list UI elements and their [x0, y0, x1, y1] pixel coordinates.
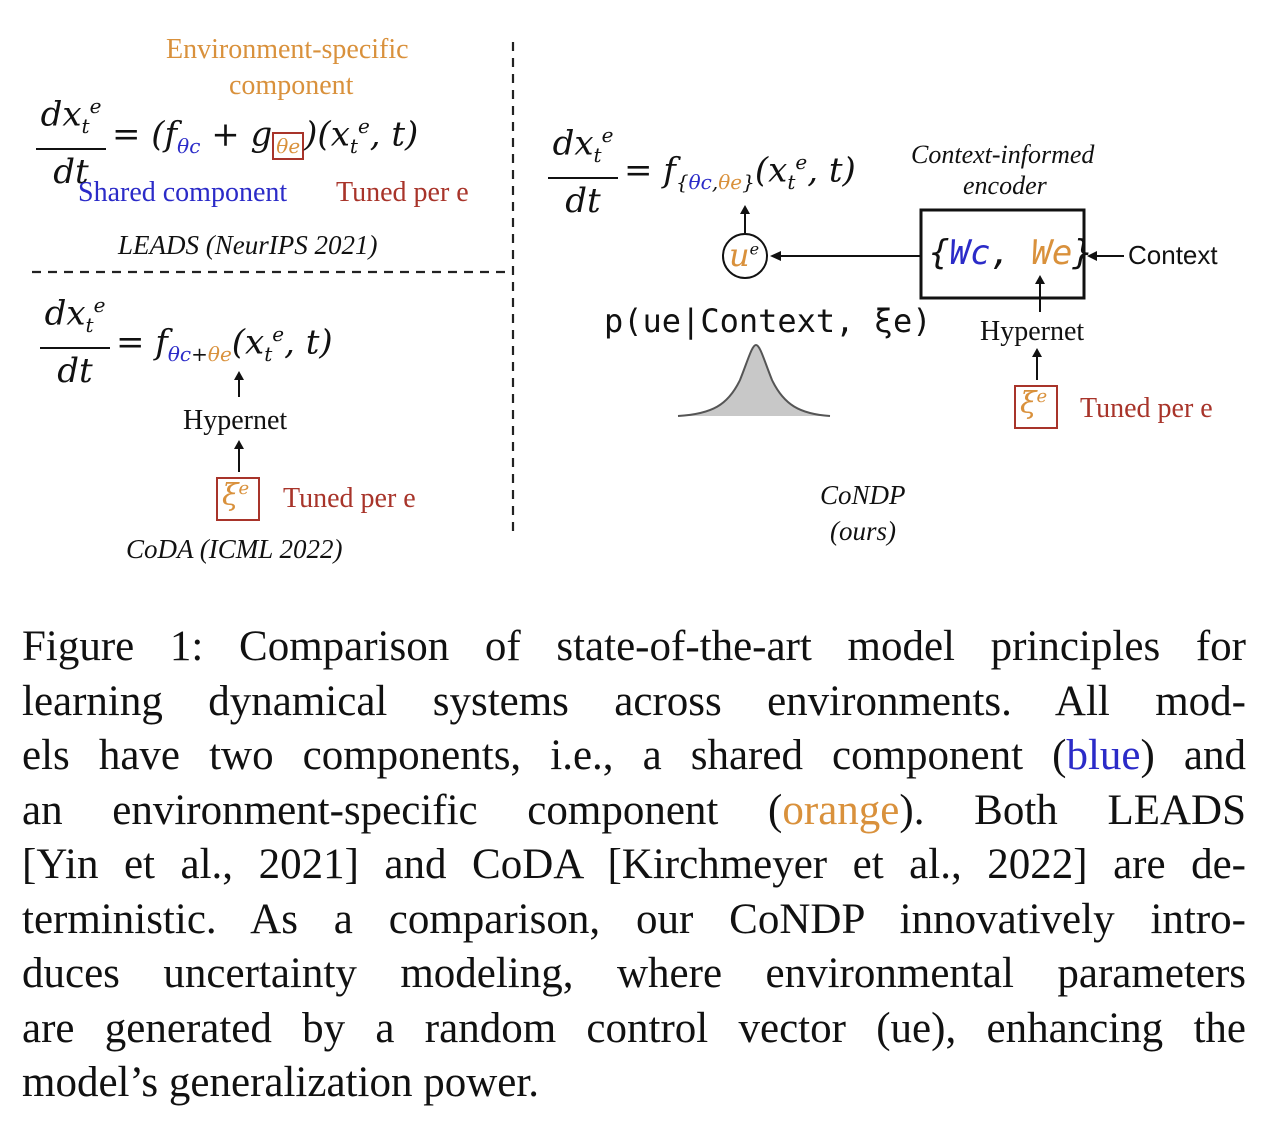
caption-line: model’s generalization power.: [22, 1059, 540, 1106]
coda-tuned-label: Tuned per e: [283, 483, 416, 514]
condp-method-name: CoNDP: [820, 480, 906, 510]
caption-line: learning dynamical systems across enviro…: [22, 677, 1246, 725]
condp-frac-num: dxte: [552, 123, 614, 168]
leads-tuned-label: Tuned per e: [336, 177, 469, 208]
condp-fraction: dxte dt: [548, 115, 618, 221]
condp-probability-expression: p(ue|Context, ξe): [604, 302, 932, 340]
leads-frac-num: dxte: [40, 94, 102, 139]
leads-method-name: LEADS (NeurIPS 2021): [118, 230, 378, 260]
condp-encoder-label-1: Context-informed: [911, 140, 1095, 169]
caption-line: [Yin et al., 2021] and CoDA [Kirchmeyer …: [22, 841, 1246, 888]
condp-xi-symbol: ξe: [1020, 386, 1048, 421]
caption-line: duces uncertainty modeling, where enviro…: [22, 950, 1246, 997]
coda-frac-num: dxte: [44, 293, 106, 338]
condp-u-circle: [722, 233, 768, 279]
leads-fraction: dxte dt: [36, 86, 106, 192]
leads-equation-rhs: = (fθc + g θe)(xte, t): [112, 114, 419, 161]
condp-encoder-box: [919, 208, 1086, 300]
leads-frac-den: dt: [53, 152, 89, 193]
coda-xi-box: [216, 477, 260, 521]
condp-frac-den: dt: [565, 181, 601, 222]
condp-encoder-label-2: encoder: [963, 171, 1047, 200]
caption-line: are generated by a random control vector…: [22, 1004, 1246, 1052]
blue-word: blue: [1066, 732, 1141, 779]
gaussian-curve-fill: [678, 345, 830, 416]
condp-u-symbol: ue: [729, 236, 760, 274]
gaussian-curve: [677, 343, 831, 417]
coda-fraction: dxte dt: [40, 285, 110, 391]
caption-line: els have two components, i.e., a shared …: [22, 732, 1247, 779]
leads-annotation-env: Environment-specific: [166, 34, 409, 65]
coda-equation-rhs: = fθc+θe(xte, t): [116, 322, 333, 367]
condp-method-tag: (ours): [830, 516, 896, 546]
condp-xi-box: [1014, 385, 1058, 429]
condp-tuned-label: Tuned per e: [1080, 393, 1213, 424]
coda-hypernet-label: Hypernet: [183, 405, 288, 436]
caption-line: Figure 1: Comparison of state-of-the-art…: [22, 623, 1246, 670]
leads-shared-label: Shared component: [78, 177, 288, 208]
condp-hypernet-label: Hypernet: [980, 316, 1085, 347]
figure-caption: Figure 1: Comparison of state-of-the-art…: [22, 620, 1246, 1111]
leads-annotation-component: component: [229, 70, 354, 101]
condp-equation-rhs: = f{θc,θe}(xte, t): [624, 150, 856, 195]
condp-encoder-weights: {Wc, We}: [929, 233, 1093, 273]
coda-frac-den: dt: [57, 351, 93, 392]
leads-theta-e-boxed: θe: [272, 132, 305, 161]
condp-context-label: Context: [1128, 240, 1218, 270]
caption-line: an environment-specific component (orang…: [22, 786, 1247, 834]
coda-method-name: CoDA (ICML 2022): [126, 534, 343, 564]
coda-xi-symbol: ξe: [222, 478, 250, 513]
orange-word: orange: [782, 786, 900, 834]
figure-graphics: [32, 42, 1124, 535]
caption-line: terministic. As a comparison, our CoNDP …: [22, 895, 1246, 943]
